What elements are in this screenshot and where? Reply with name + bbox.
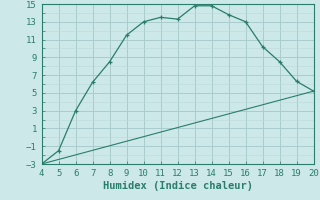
- X-axis label: Humidex (Indice chaleur): Humidex (Indice chaleur): [103, 181, 252, 191]
